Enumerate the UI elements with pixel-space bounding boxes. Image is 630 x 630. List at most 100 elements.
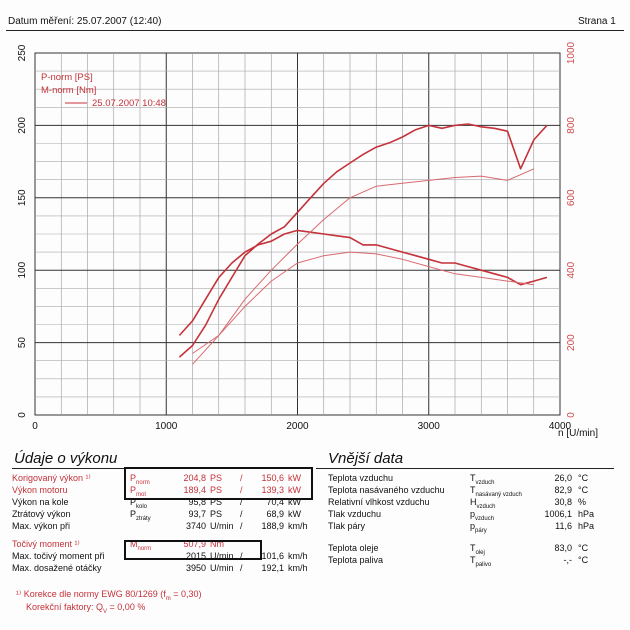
series-line: [192, 168, 535, 365]
x-tick-label: 3000: [418, 421, 441, 432]
external-unit: °C: [578, 485, 589, 495]
y-left-tick-label: 50: [17, 337, 28, 349]
performance-row: Točivý moment ¹⁾ Mnorm 507,9 Nm: [12, 538, 312, 552]
performance-slash: /: [240, 551, 243, 561]
performance-unit: U/min: [210, 521, 234, 531]
performance-unit: Nm: [210, 539, 224, 549]
external-divider: [316, 468, 614, 469]
external-sym-sub: olej: [475, 549, 485, 556]
external-unit: %: [578, 497, 587, 507]
performance-val2: 188,9: [261, 521, 284, 531]
performance-unit: U/min: [210, 563, 234, 573]
performance-val: 189,4: [183, 485, 206, 495]
series-line: [192, 251, 534, 354]
external-val: 1006,1: [544, 509, 572, 519]
y-right-tick-label: 200: [566, 334, 577, 351]
external-sym: pvzduch: [470, 509, 495, 522]
performance-label: Točivý moment ¹⁾: [12, 539, 80, 549]
external-unit: °C: [578, 543, 589, 553]
external-sym-sub: vzduch: [475, 515, 495, 522]
performance-val2: 68,9: [266, 509, 284, 519]
performance-sym: Pmot: [130, 485, 147, 498]
external-sym: Tnasávaný vzduch: [470, 485, 522, 498]
performance-sym: Pnorm: [130, 473, 150, 486]
legend-p-norm: P-norm [PS]: [41, 72, 93, 83]
external-sym-sub: vzduch: [476, 503, 496, 510]
performance-val: 3950: [185, 563, 206, 573]
performance-label: Max. točivý moment při: [12, 551, 105, 561]
performance-row: Max. točivý moment při 2015 U/min / 101,6 km/…: [12, 550, 312, 562]
performance-sym: Mnorm: [130, 539, 152, 552]
performance-label: Max. dosažené otáčky: [12, 563, 102, 573]
chart-legend: P-norm [PS] M-norm [Nm] 25.07.2007 10:48: [41, 72, 166, 109]
page-number: Strana 1: [578, 16, 616, 27]
performance-unit: PS: [210, 497, 223, 507]
performance-val2: 139,3: [261, 485, 284, 495]
y-right-tick-label: 800: [566, 117, 577, 134]
performance-label: Výkon na kole: [12, 497, 69, 507]
external-label: Relativní vlhkost vzduchu: [328, 497, 430, 507]
performance-unit2: km/h: [288, 551, 308, 561]
performance-unit: PS: [210, 473, 223, 483]
performance-unit2: kW: [288, 473, 301, 483]
external-row: Teplota vzduchu Tvzduch 26,0 °C: [328, 472, 618, 486]
x-tick-label: 0: [32, 421, 38, 432]
series-line: [178, 123, 548, 358]
external-unit: °C: [578, 555, 589, 565]
series-line: [178, 229, 548, 336]
performance-row: Korigovaný výkon ¹⁾ Pnorm 204,8 PS / 150,6 kW: [12, 472, 312, 486]
performance-val2: 70,4: [266, 497, 284, 507]
external-row: Tlak páry ppáry 11,6 hPa: [328, 520, 618, 534]
external-val: 26,0: [554, 473, 572, 483]
y-right-tick-label: 400: [566, 261, 577, 278]
external-sym-sub: páry: [475, 527, 487, 534]
external-row: Relativní vlhkost vzduchu Hvzduch 30,8%: [328, 496, 618, 510]
external-val: 83,0: [554, 543, 572, 553]
x-tick-label: 2000: [286, 421, 309, 432]
performance-val: 204,8: [183, 473, 206, 483]
external-val: -,-: [563, 555, 573, 565]
performance-sym-sub: ztráty: [136, 515, 151, 522]
external-row: Teplota nasávaného vzduchu Tnasávaný vzdu…: [328, 484, 618, 498]
external-table: Teplota vzduchu Tvzduch 26,0 °C Teplota nasá…: [328, 472, 618, 568]
measurement-date: Datum měření: 25.07.2007 (12:40): [8, 16, 162, 27]
external-sym: ppáry: [470, 521, 487, 534]
performance-val: 507,9: [183, 539, 206, 549]
y-left-tick-label: 0: [17, 412, 28, 418]
external-row: Teplota paliva Tpalivo -,- °C: [328, 554, 618, 568]
performance-unit2: km/h: [288, 563, 308, 573]
performance-val: 2015: [185, 551, 206, 561]
performance-title: Údaje o výkonu: [14, 450, 118, 467]
performance-row: Max. dosažené otáčky 3950 U/min / 192,1 km/h: [12, 562, 312, 574]
performance-slash: /: [240, 485, 243, 495]
chart-grid: [34, 52, 561, 416]
legend-m-norm: M-norm [Nm]: [41, 85, 96, 96]
external-sym: Hvzduch: [470, 497, 496, 510]
legend-date: 25.07.2007 10:48: [92, 98, 166, 109]
power-highlight-box: [124, 467, 313, 500]
y-left-tick-label: 250: [17, 44, 28, 61]
performance-val2: 150,6: [261, 473, 284, 483]
performance-val: 95,8: [188, 497, 206, 507]
external-title: Vnější data: [328, 450, 404, 467]
external-label: Teplota paliva: [328, 555, 384, 565]
performance-unit: PS: [210, 485, 223, 495]
external-unit: °C: [578, 473, 589, 483]
x-tick-label: 1000: [155, 421, 178, 432]
external-sym: Tpalivo: [470, 555, 492, 568]
x-axis-label: n [U/min]: [558, 428, 598, 439]
performance-val: 3740: [185, 521, 206, 531]
external-sym: Tolej: [470, 543, 485, 556]
footnote-factors: Korekční faktory: QV = 0,00 %: [26, 602, 146, 615]
y-right-tick-label: 1000: [566, 41, 577, 64]
performance-slash: /: [240, 563, 243, 573]
performance-unit2: kW: [288, 497, 301, 507]
external-val: 11,6: [555, 521, 572, 531]
performance-val: 93,7: [188, 509, 206, 519]
external-label: Tlak páry: [328, 521, 366, 531]
performance-slash: /: [240, 521, 243, 531]
performance-label: Ztrátový výkon: [12, 509, 71, 519]
